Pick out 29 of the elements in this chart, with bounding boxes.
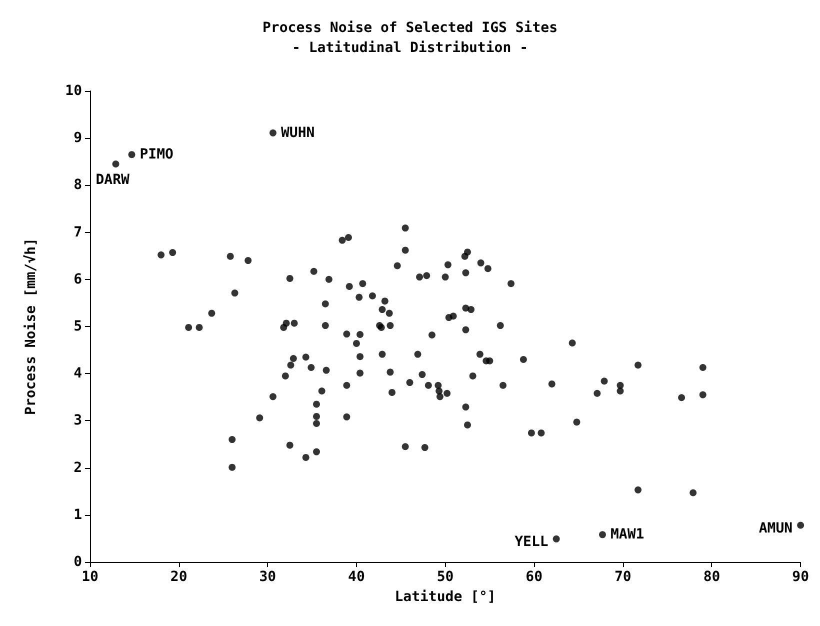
x-tick-label: 70 [614,569,632,585]
y-tick-label: 1 [74,506,82,523]
y-tick-label: 0 [74,554,82,570]
x-tick-label: 40 [348,569,365,585]
x-tick-label: 30 [259,569,276,585]
y-tick-label: 8 [74,177,82,194]
x-tick-label: 80 [703,569,720,585]
y-tick-label: 2 [74,460,82,476]
annotation: AMUN [758,520,793,536]
annotation: WUHN [280,124,315,141]
chart-title: Process Noise of Selected IGS Sites [262,20,558,36]
y-tick-label: 5 [74,318,82,334]
y-tick-label: 4 [74,366,82,382]
y-tick-label: 3 [74,412,82,429]
y-axis-title: Process Noise [mm/√h] [23,238,39,416]
x-axis-title: Latitude [°] [394,589,496,605]
y-tick-label: 10 [65,83,82,99]
chart-subtitle: - Latitudinal Distribution - [292,40,528,56]
x-tick-label: 90 [792,569,809,585]
annotation: DARW [96,172,130,188]
y-tick-label: 7 [74,224,82,240]
annotation: PIMO [140,146,174,163]
x-tick-label: 20 [170,569,188,585]
annotation: MAW1 [610,526,644,543]
y-tick-label: 6 [74,271,82,288]
y-tick-label: 9 [74,130,82,146]
x-tick-label: 50 [436,569,454,585]
annotation: YELL [514,534,548,550]
x-tick-label: 60 [526,569,543,585]
